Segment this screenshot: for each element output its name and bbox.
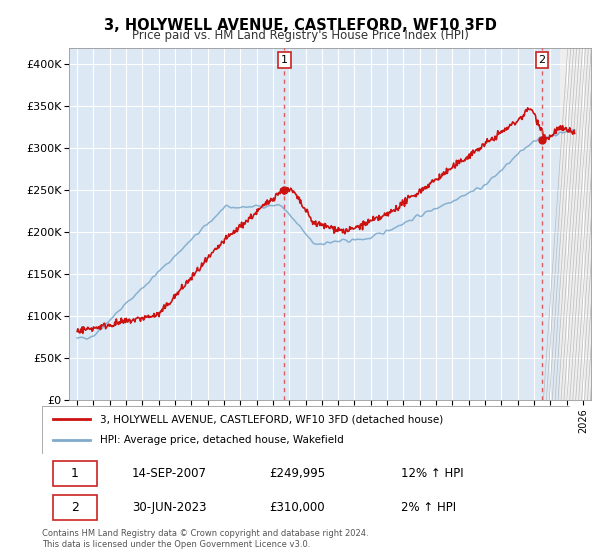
Bar (560, 48, 591, 400)
Text: This data is licensed under the Open Government Licence v3.0.: This data is licensed under the Open Gov… (42, 540, 310, 549)
Bar (53, 461, 97, 486)
Text: Contains HM Land Registry data © Crown copyright and database right 2024.: Contains HM Land Registry data © Crown c… (42, 529, 368, 538)
Text: 1: 1 (71, 467, 79, 480)
Text: 30-JUN-2023: 30-JUN-2023 (132, 501, 206, 514)
Text: 14-SEP-2007: 14-SEP-2007 (132, 467, 207, 480)
Text: 2% ↑ HPI: 2% ↑ HPI (401, 501, 456, 514)
Text: 12% ↑ HPI: 12% ↑ HPI (401, 467, 464, 480)
Text: HPI: Average price, detached house, Wakefield: HPI: Average price, detached house, Wake… (100, 435, 344, 445)
Text: 2: 2 (539, 55, 545, 65)
Bar (53, 495, 97, 520)
Bar (560, 48, 591, 400)
Text: 1: 1 (281, 55, 288, 65)
Text: £249,995: £249,995 (269, 467, 325, 480)
Text: 3, HOLYWELL AVENUE, CASTLEFORD, WF10 3FD (detached house): 3, HOLYWELL AVENUE, CASTLEFORD, WF10 3FD… (100, 414, 443, 424)
Text: £310,000: £310,000 (269, 501, 325, 514)
Text: Price paid vs. HM Land Registry's House Price Index (HPI): Price paid vs. HM Land Registry's House … (131, 29, 469, 42)
Text: 2: 2 (71, 501, 79, 514)
Text: 3, HOLYWELL AVENUE, CASTLEFORD, WF10 3FD: 3, HOLYWELL AVENUE, CASTLEFORD, WF10 3FD (104, 18, 496, 33)
